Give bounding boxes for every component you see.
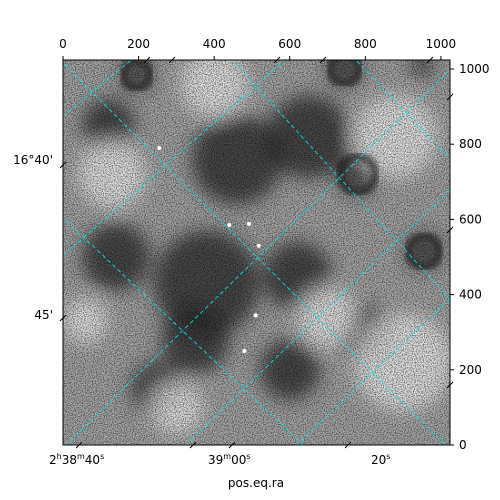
right-tick-label: 1000: [459, 62, 490, 76]
right-tick-label: 400: [459, 288, 482, 302]
wcs-edge-tick: [143, 56, 151, 64]
top-pixel-axis: 0 200 400 600 800 1000: [59, 37, 456, 60]
wcs-grid-line: [295, 297, 450, 445]
right-pixel-axis: 0 200 400 600 800 1000: [450, 62, 490, 452]
wcs-grid-line: [63, 217, 305, 445]
dec-tick-label: 45': [34, 308, 53, 322]
wcs-grid-line: [63, 62, 446, 445]
x-axis-label: pos.eq.ra: [228, 476, 284, 490]
right-tick-label: 200: [459, 363, 482, 377]
top-tick-label: 1000: [426, 37, 457, 51]
wcs-edge-tick: [446, 93, 454, 101]
image-area: [63, 60, 450, 445]
wcs-edge-tick: [75, 441, 83, 449]
wcs-edge-tick: [426, 56, 434, 64]
dark-ring: [327, 60, 363, 87]
wcs-edge-tick: [228, 441, 236, 449]
noise-overlay: [63, 60, 450, 445]
point-source: [253, 313, 258, 318]
wcs-grid: [63, 60, 450, 445]
ra-tick-labels: 2h38m40s 39m00s 20s: [49, 452, 390, 467]
dark-ring: [337, 153, 379, 195]
wcs-edge-tick: [446, 226, 454, 234]
wcs-edge-tick: [319, 56, 327, 64]
wcs-edge-ticks: [59, 56, 454, 449]
wcs-grid-line: [231, 60, 450, 300]
wcs-edge-tick: [273, 56, 281, 64]
top-tick-label: 200: [127, 37, 150, 51]
ra-tick-label: 39m00s: [208, 452, 251, 467]
right-tick-label: 600: [459, 212, 482, 226]
point-source: [157, 145, 162, 150]
wcs-edge-tick: [59, 161, 67, 169]
wcs-edge-tick: [344, 441, 352, 449]
dark-ring: [405, 232, 443, 270]
point-source: [242, 349, 247, 354]
wcs-grid-line: [185, 188, 450, 445]
point-source: [246, 221, 251, 226]
dark-ring: [120, 60, 154, 92]
wcs-edge-tick: [446, 381, 454, 389]
right-tick-label: 0: [459, 438, 467, 452]
top-tick-label: 400: [203, 37, 226, 51]
right-tick-label: 800: [459, 137, 482, 151]
top-tick-label: 600: [278, 37, 301, 51]
wcs-grid-line: [63, 60, 286, 257]
axes-frame: [62, 59, 451, 446]
ring-layer: [120, 60, 443, 270]
wcs-edge-tick: [189, 441, 197, 449]
point-source: [256, 243, 261, 248]
ra-tick-label: 2h38m40s: [49, 452, 104, 467]
dec-tick-labels: 16°40' 45': [13, 153, 53, 322]
top-tick-label: 800: [354, 37, 377, 51]
wcs-edge-tick: [59, 314, 67, 322]
source-layer: [157, 145, 261, 354]
wcs-edge-tick: [168, 56, 176, 64]
top-tick-label: 0: [59, 37, 67, 51]
dec-tick-label: 16°40': [13, 153, 53, 167]
ra-tick-label: 20s: [371, 452, 390, 467]
point-source: [227, 223, 232, 228]
